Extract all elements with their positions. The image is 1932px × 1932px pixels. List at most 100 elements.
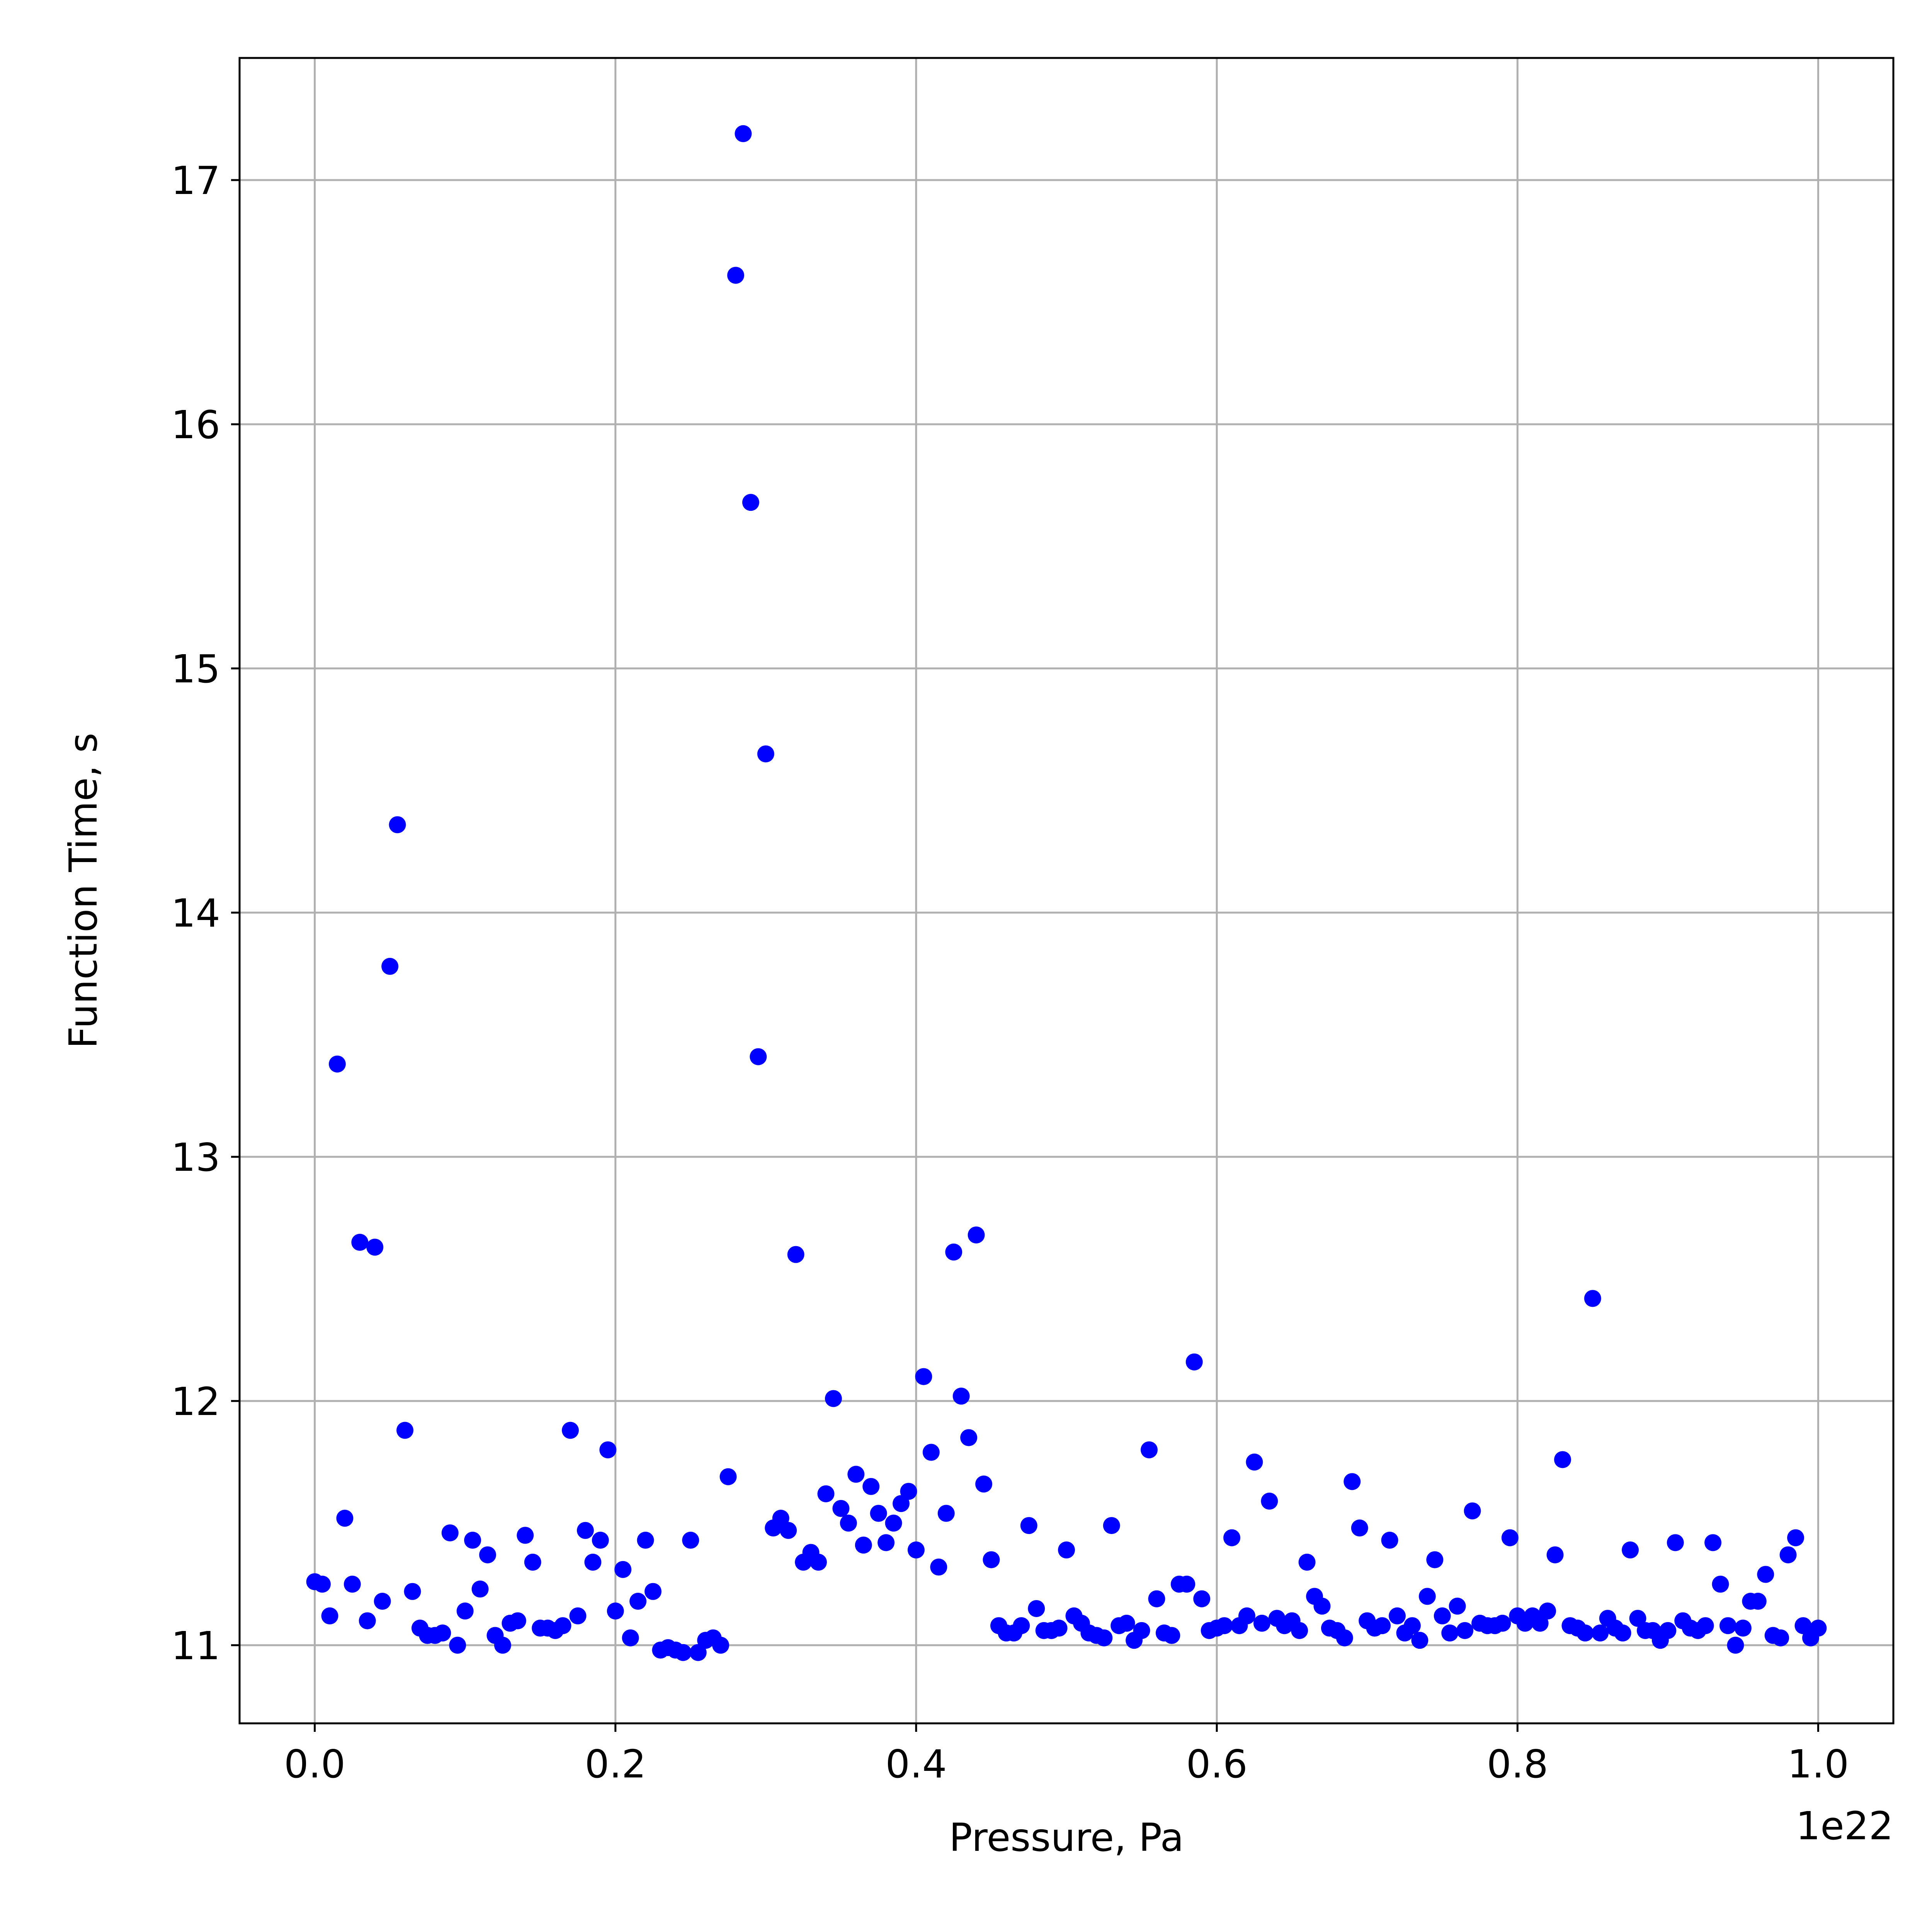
x-tick-label: 0.4 [885, 1742, 947, 1787]
data-point [1659, 1622, 1677, 1639]
data-point [757, 745, 774, 763]
data-point [1546, 1546, 1564, 1563]
data-point [1028, 1600, 1045, 1617]
y-tick-label: 16 [171, 402, 220, 447]
data-point [1494, 1614, 1511, 1632]
data-point [1456, 1622, 1474, 1639]
data-point [464, 1532, 481, 1549]
data-point [674, 1644, 692, 1661]
data-point [832, 1500, 850, 1517]
data-point [1291, 1622, 1308, 1639]
data-point [1133, 1622, 1150, 1639]
data-point [870, 1505, 887, 1522]
data-points [306, 125, 1827, 1661]
data-point [351, 1234, 369, 1251]
data-point [689, 1644, 707, 1661]
data-point [562, 1422, 579, 1439]
data-point [840, 1514, 857, 1532]
data-point [915, 1368, 932, 1385]
data-point [314, 1575, 331, 1593]
data-point [321, 1607, 338, 1624]
y-axis-title: Function Time, s [61, 733, 106, 1049]
data-point [1253, 1614, 1270, 1632]
data-point [772, 1510, 789, 1527]
data-point [719, 1468, 737, 1485]
data-point [968, 1226, 985, 1244]
data-point [847, 1466, 865, 1483]
data-point [1592, 1624, 1609, 1642]
y-tick-label: 11 [171, 1623, 220, 1668]
data-point [855, 1536, 872, 1554]
grid-lines [240, 58, 1893, 1723]
data-point [1501, 1529, 1519, 1546]
data-point [1374, 1617, 1391, 1634]
data-point [1103, 1517, 1120, 1534]
y-tick-label: 13 [171, 1135, 220, 1180]
data-point [1757, 1566, 1774, 1583]
x-axis-title: Pressure, Pa [949, 1815, 1184, 1860]
data-point [366, 1238, 384, 1256]
data-point [712, 1636, 730, 1654]
data-point [622, 1629, 639, 1646]
data-point [1539, 1602, 1556, 1620]
data-point [1772, 1629, 1789, 1646]
x-axis-ticks: 0.0 0.2 0.4 0.6 0.8 1.0 [284, 1723, 1849, 1787]
data-point [1148, 1590, 1165, 1607]
data-point [381, 957, 399, 975]
data-point [1216, 1617, 1233, 1634]
data-point [727, 267, 744, 284]
data-point [1351, 1519, 1368, 1537]
data-point [817, 1485, 835, 1502]
data-point [471, 1580, 489, 1598]
data-point [1418, 1588, 1436, 1605]
data-point [1464, 1502, 1481, 1520]
data-point [893, 1495, 910, 1512]
data-point [1810, 1619, 1827, 1637]
data-point [878, 1534, 895, 1551]
data-point [1178, 1575, 1196, 1593]
data-point [960, 1429, 978, 1446]
data-point [1734, 1619, 1752, 1637]
data-point [359, 1612, 376, 1629]
data-point [1163, 1627, 1180, 1644]
data-point [645, 1583, 662, 1600]
data-point [584, 1553, 602, 1571]
data-point [336, 1510, 354, 1527]
data-point [983, 1551, 1000, 1568]
data-point [456, 1602, 474, 1620]
data-point [479, 1546, 496, 1563]
data-point [441, 1524, 459, 1542]
y-axis-ticks: 11 12 13 14 15 16 17 [171, 158, 240, 1668]
data-point [1403, 1617, 1421, 1634]
data-point [1787, 1529, 1804, 1546]
data-point [1344, 1473, 1361, 1490]
data-point [1261, 1492, 1278, 1510]
x-tick-label: 1.0 [1787, 1742, 1849, 1787]
data-point [509, 1612, 526, 1629]
x-tick-label: 0.8 [1487, 1742, 1548, 1787]
data-point [885, 1514, 902, 1532]
data-point [1704, 1534, 1722, 1551]
data-point [1554, 1451, 1571, 1468]
data-point [328, 1055, 346, 1073]
data-point [1719, 1617, 1736, 1634]
data-point [930, 1558, 947, 1576]
data-point [937, 1505, 955, 1522]
data-point [404, 1583, 421, 1600]
data-point [1336, 1629, 1353, 1646]
data-point [780, 1522, 797, 1539]
data-point [494, 1636, 511, 1654]
data-point [1779, 1546, 1797, 1563]
data-point [1697, 1617, 1714, 1634]
data-point [577, 1522, 594, 1539]
data-point [1749, 1593, 1767, 1610]
data-point [1531, 1614, 1549, 1632]
data-point [434, 1624, 451, 1642]
data-point [1013, 1617, 1030, 1634]
data-point [1238, 1607, 1255, 1624]
data-point [569, 1607, 587, 1624]
data-point [907, 1541, 925, 1559]
data-point [1411, 1632, 1429, 1649]
